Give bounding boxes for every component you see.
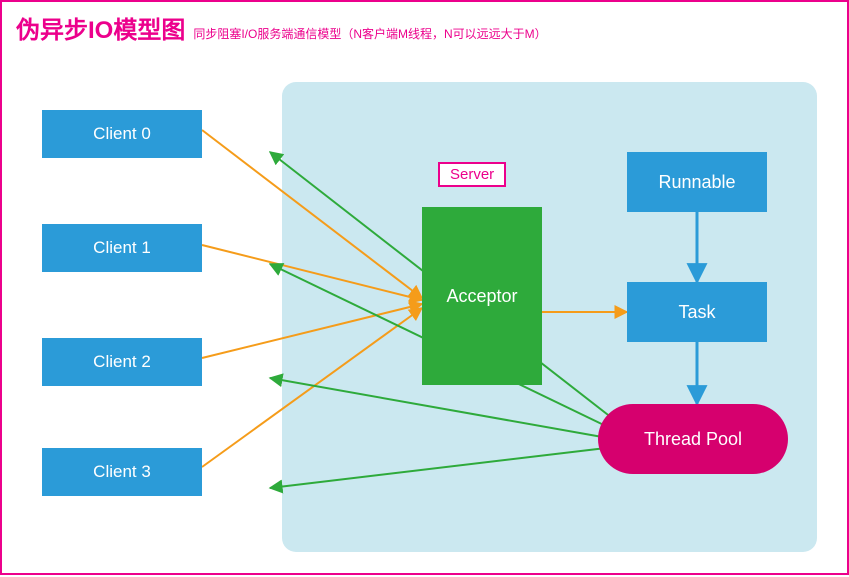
server-label: Server bbox=[438, 162, 506, 187]
node-client-0: Client 0 bbox=[42, 110, 202, 158]
node-label: Client 0 bbox=[93, 124, 151, 144]
node-label: Runnable bbox=[658, 172, 735, 193]
node-runnable: Runnable bbox=[627, 152, 767, 212]
node-acceptor: Acceptor bbox=[422, 207, 542, 385]
node-label: Thread Pool bbox=[644, 429, 742, 450]
diagram-frame: 伪异步IO模型图 同步阻塞I/O服务端通信模型（N客户端M线程，N可以远远大于M… bbox=[0, 0, 849, 575]
server-label-text: Server bbox=[450, 166, 494, 183]
node-task: Task bbox=[627, 282, 767, 342]
node-client-3: Client 3 bbox=[42, 448, 202, 496]
diagram-title: 伪异步IO模型图 bbox=[16, 10, 185, 45]
node-label: Client 3 bbox=[93, 462, 151, 482]
diagram-subtitle: 同步阻塞I/O服务端通信模型（N客户端M线程，N可以远远大于M） bbox=[193, 25, 546, 42]
node-label: Task bbox=[678, 302, 715, 323]
node-label: Acceptor bbox=[446, 286, 517, 307]
node-label: Client 2 bbox=[93, 352, 151, 372]
node-client-1: Client 1 bbox=[42, 224, 202, 272]
node-thread-pool: Thread Pool bbox=[598, 404, 788, 474]
title-row: 伪异步IO模型图 同步阻塞I/O服务端通信模型（N客户端M线程，N可以远远大于M… bbox=[16, 10, 547, 45]
node-client-2: Client 2 bbox=[42, 338, 202, 386]
node-label: Client 1 bbox=[93, 238, 151, 258]
